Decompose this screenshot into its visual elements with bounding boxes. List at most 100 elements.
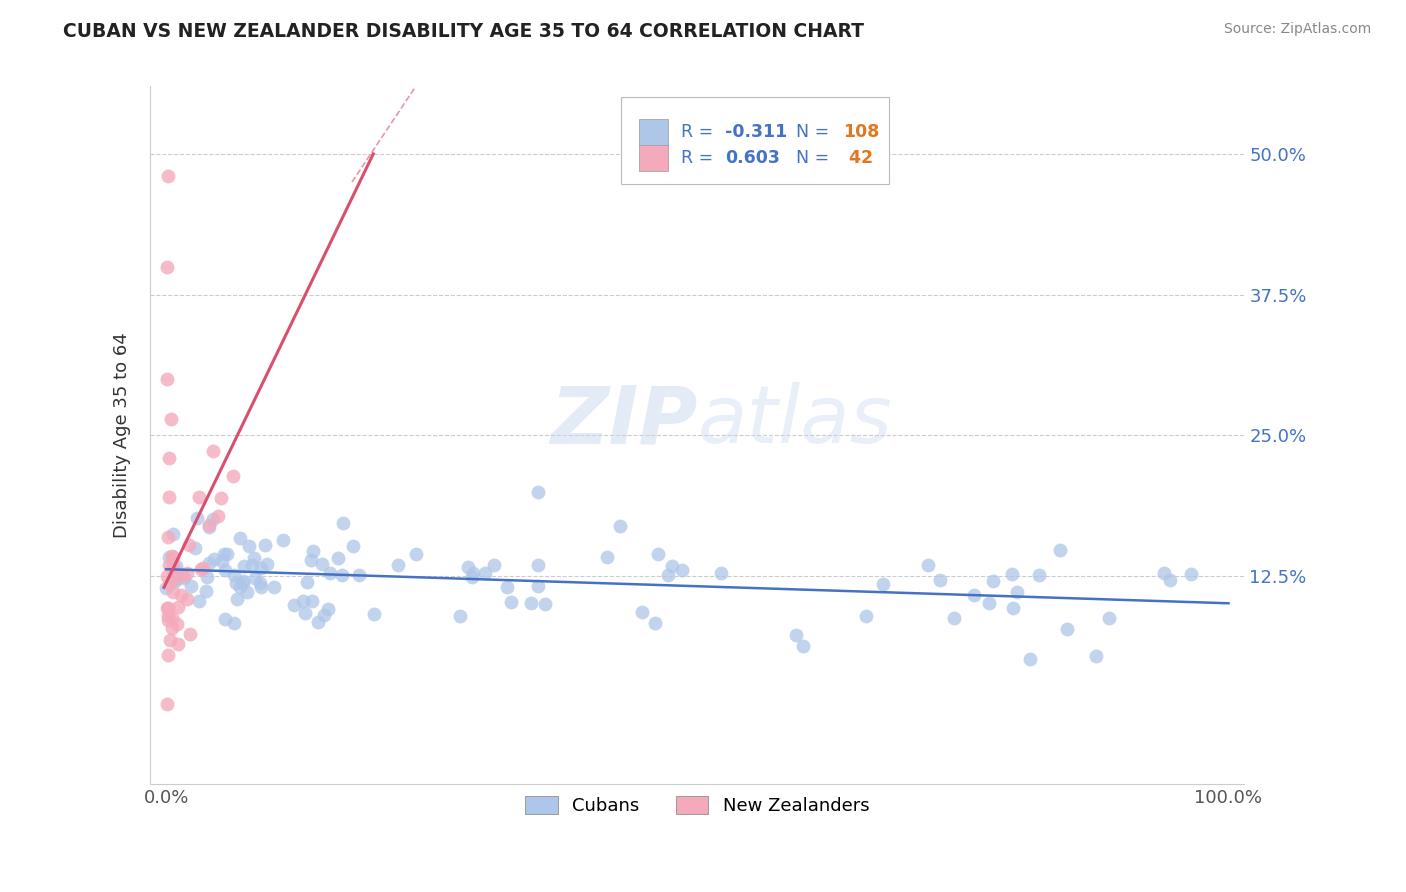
New Zealanders: [167, 600, 190, 615]
Cubans: [250, 561, 273, 575]
New Zealanders: [209, 491, 232, 505]
Cubans: [184, 541, 207, 556]
Text: 0.603: 0.603: [724, 149, 779, 167]
Cubans: [387, 558, 409, 572]
Cubans: [301, 544, 323, 558]
New Zealanders: [157, 576, 180, 591]
Cubans: [534, 597, 557, 611]
Text: -0.311: -0.311: [724, 123, 787, 142]
Cubans: [312, 607, 335, 622]
Cubans: [1159, 573, 1181, 587]
Cubans: [461, 570, 484, 584]
Legend: Cubans, New Zealanders: Cubans, New Zealanders: [516, 787, 879, 824]
Cubans: [499, 595, 522, 609]
Y-axis label: Disability Age 35 to 64: Disability Age 35 to 64: [114, 333, 131, 538]
Cubans: [243, 551, 266, 566]
Cubans: [238, 540, 260, 554]
Cubans: [232, 575, 254, 590]
Cubans: [405, 547, 427, 561]
Cubans: [217, 547, 239, 561]
Cubans: [301, 594, 323, 608]
Cubans: [1028, 568, 1050, 582]
New Zealanders: [202, 443, 225, 458]
New Zealanders: [157, 530, 180, 544]
Cubans: [180, 579, 202, 593]
Cubans: [253, 538, 276, 552]
Cubans: [855, 608, 877, 623]
Cubans: [163, 574, 186, 589]
Cubans: [917, 558, 939, 573]
Cubans: [872, 577, 894, 591]
New Zealanders: [157, 169, 180, 184]
Cubans: [785, 628, 807, 642]
Cubans: [198, 557, 221, 571]
New Zealanders: [156, 372, 179, 386]
Cubans: [316, 602, 339, 616]
Text: R =: R =: [681, 123, 718, 142]
Cubans: [299, 553, 322, 567]
Cubans: [225, 575, 247, 590]
Cubans: [1001, 601, 1024, 615]
New Zealanders: [157, 601, 180, 615]
Cubans: [167, 566, 190, 581]
Cubans: [1085, 649, 1108, 664]
Cubans: [671, 563, 693, 577]
Cubans: [1180, 567, 1202, 582]
Cubans: [710, 566, 733, 580]
Cubans: [482, 558, 505, 573]
Cubans: [212, 547, 235, 561]
New Zealanders: [159, 633, 181, 648]
New Zealanders: [190, 562, 212, 576]
Cubans: [249, 576, 271, 591]
Cubans: [347, 568, 370, 582]
Cubans: [294, 606, 316, 620]
New Zealanders: [177, 537, 200, 551]
Cubans: [155, 581, 177, 595]
Cubans: [527, 579, 550, 593]
Cubans: [1098, 611, 1121, 625]
New Zealanders: [162, 572, 184, 586]
Cubans: [342, 539, 364, 553]
New Zealanders: [162, 559, 184, 574]
New Zealanders: [159, 411, 181, 425]
Cubans: [457, 560, 479, 574]
Cubans: [243, 571, 266, 585]
Cubans: [188, 594, 211, 608]
Cubans: [792, 639, 814, 653]
New Zealanders: [160, 549, 183, 563]
Cubans: [963, 588, 986, 602]
Cubans: [202, 552, 225, 566]
Cubans: [291, 594, 314, 608]
New Zealanders: [188, 491, 211, 505]
Cubans: [249, 580, 271, 594]
Text: Source: ZipAtlas.com: Source: ZipAtlas.com: [1223, 22, 1371, 37]
Cubans: [173, 571, 195, 585]
New Zealanders: [172, 568, 194, 582]
Cubans: [461, 566, 484, 581]
New Zealanders: [176, 566, 198, 581]
Cubans: [1153, 566, 1175, 580]
New Zealanders: [156, 698, 179, 712]
Cubans: [165, 572, 187, 586]
New Zealanders: [222, 469, 245, 483]
Cubans: [449, 608, 471, 623]
Cubans: [235, 585, 257, 599]
Cubans: [527, 484, 550, 499]
Cubans: [194, 583, 217, 598]
Cubans: [328, 551, 350, 566]
Cubans: [228, 531, 250, 545]
New Zealanders: [162, 611, 184, 625]
Cubans: [332, 516, 354, 531]
Cubans: [943, 611, 966, 625]
New Zealanders: [162, 584, 184, 599]
Cubans: [647, 548, 669, 562]
Cubans: [211, 554, 233, 568]
New Zealanders: [157, 450, 180, 465]
New Zealanders: [163, 567, 186, 582]
New Zealanders: [156, 260, 179, 274]
Cubans: [157, 549, 180, 564]
Cubans: [644, 615, 666, 630]
Cubans: [1049, 543, 1071, 558]
Text: R =: R =: [681, 149, 718, 167]
Cubans: [283, 599, 305, 613]
